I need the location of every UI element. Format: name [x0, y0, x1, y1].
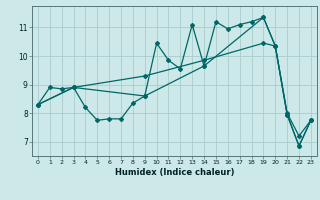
X-axis label: Humidex (Indice chaleur): Humidex (Indice chaleur): [115, 168, 234, 177]
